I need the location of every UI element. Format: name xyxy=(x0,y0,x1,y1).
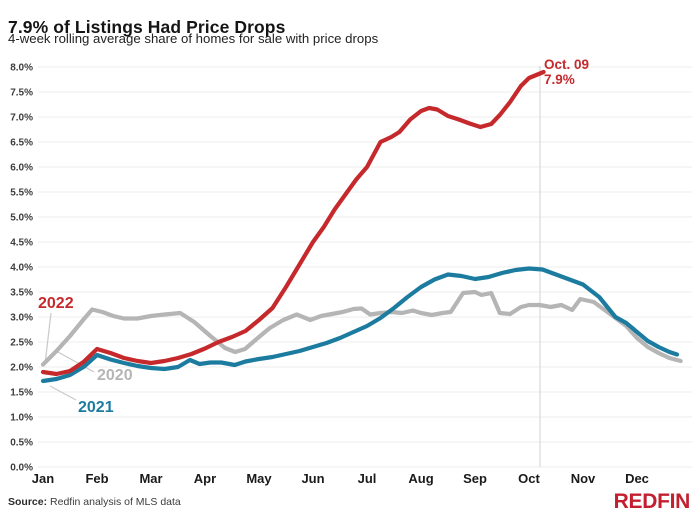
annotation-value: 7.9% xyxy=(544,72,575,87)
x-tick-label: Dec xyxy=(625,471,649,486)
y-tick-label: 4.0% xyxy=(10,263,33,274)
y-tick-label: 0.0% xyxy=(10,463,33,474)
y-axis-labels: 8.0% 7.5% 7.0% 6.5% 6.0% 5.5% 5.0% 4.5% 4.0% 3.5%… xyxy=(10,63,33,474)
y-tick-label: 6.0% xyxy=(10,163,33,174)
x-tick-label: Mar xyxy=(139,471,162,486)
y-tick-label: 5.0% xyxy=(10,213,33,224)
x-axis-labels: Jan Feb Mar Apr May Jun Jul Aug Sep Oct Nov Dec xyxy=(32,471,649,486)
y-tick-label: 2.0% xyxy=(10,363,33,374)
y-tick-label: 6.5% xyxy=(10,138,33,149)
x-tick-label: Apr xyxy=(194,471,216,486)
y-tick-label: 7.5% xyxy=(10,88,33,99)
y-tick-label: 3.5% xyxy=(10,288,33,299)
chart-subtitle: 4-week rolling average share of homes fo… xyxy=(8,31,379,46)
x-tick-label: May xyxy=(246,471,272,486)
source-text: Redfin analysis of MLS data xyxy=(50,496,181,508)
series-label-2021: 2021 xyxy=(78,399,114,416)
y-tick-label: 5.5% xyxy=(10,188,33,199)
series-label-2022: 2022 xyxy=(38,295,74,312)
leader-line-2021 xyxy=(49,385,77,401)
x-tick-label: Jan xyxy=(32,471,54,486)
y-tick-label: 7.0% xyxy=(10,113,33,124)
y-tick-label: 4.5% xyxy=(10,238,33,249)
gridlines xyxy=(38,66,692,468)
x-tick-label: Jul xyxy=(358,471,377,486)
y-tick-label: 1.0% xyxy=(10,413,33,424)
redfin-logo: REDFIN xyxy=(613,490,691,513)
annotation-oct-09: Oct. 097.9% xyxy=(544,57,589,87)
source-note: Source: Redfin analysis of MLS data xyxy=(8,496,181,508)
source-label: Source: xyxy=(8,496,48,508)
annotation-date: Oct. 09 xyxy=(544,57,589,72)
page-title: 7.9% of Listings Had Price Drops xyxy=(8,16,286,37)
y-tick-label: 0.5% xyxy=(10,438,33,449)
x-tick-label: Oct xyxy=(518,471,540,486)
x-tick-label: Sep xyxy=(463,471,487,486)
series-line-2022 xyxy=(40,69,546,377)
y-tick-label: 8.0% xyxy=(10,63,33,74)
x-tick-label: Aug xyxy=(408,471,433,486)
series-line-2021 xyxy=(40,266,680,384)
leader-line-2022 xyxy=(44,312,52,365)
x-tick-label: Feb xyxy=(85,471,108,486)
y-tick-label: 1.5% xyxy=(10,388,33,399)
x-tick-label: Jun xyxy=(301,471,324,486)
leader-line-2020 xyxy=(57,351,95,373)
x-tick-label: Nov xyxy=(571,471,596,486)
y-tick-label: 2.5% xyxy=(10,338,33,349)
y-tick-label: 3.0% xyxy=(10,313,33,324)
series-label-2020: 2020 xyxy=(97,367,133,384)
